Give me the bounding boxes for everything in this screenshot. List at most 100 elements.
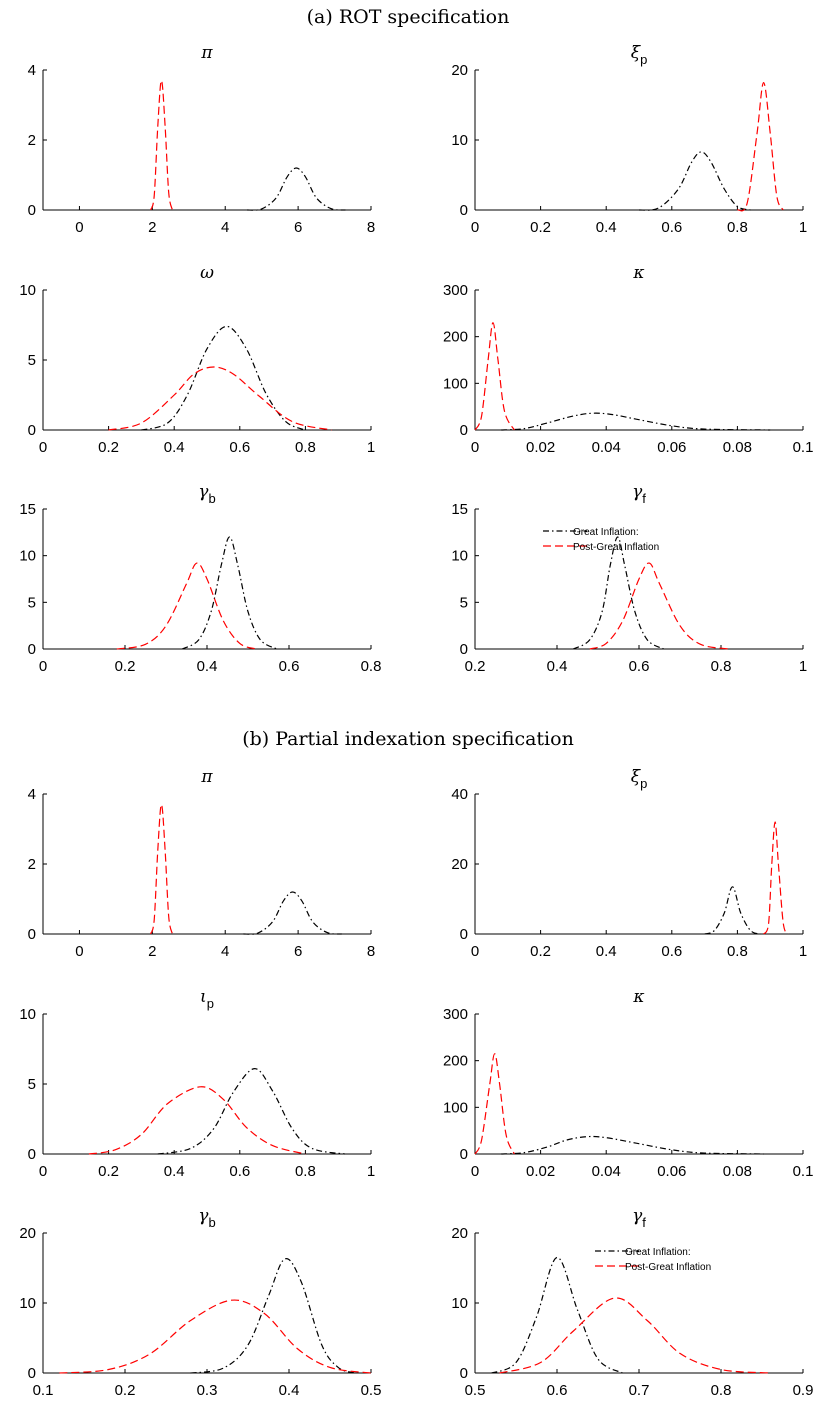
x-tick-label: 0 bbox=[471, 219, 479, 236]
x-tick-label: 0 bbox=[39, 658, 47, 675]
y-tick-label: 0 bbox=[460, 926, 468, 943]
y-tick-label: 5 bbox=[28, 594, 36, 611]
x-tick-label: 0.6 bbox=[661, 943, 682, 960]
x-tick-label: 0.4 bbox=[164, 1163, 185, 1180]
x-tick-label: 0.4 bbox=[164, 439, 185, 456]
x-tick-label: 0.1 bbox=[793, 439, 814, 456]
x-tick-label: 0.6 bbox=[279, 658, 300, 675]
y-tick-label: 20 bbox=[451, 1225, 468, 1242]
x-tick-label: 0.4 bbox=[197, 658, 218, 675]
x-tick-label: 0 bbox=[471, 1163, 479, 1180]
series-post-great-inflation bbox=[474, 322, 515, 431]
x-tick-label: 0.1 bbox=[793, 1163, 814, 1180]
x-tick-label: 0.8 bbox=[295, 439, 316, 456]
x-tick-label: 0.1 bbox=[33, 1382, 54, 1399]
y-tick-label: 5 bbox=[28, 352, 36, 369]
series-post-great-inflation bbox=[474, 1053, 515, 1155]
series-post-great-inflation bbox=[737, 81, 784, 212]
x-tick-label: 2 bbox=[148, 943, 156, 960]
panel-3: ω 0 5 10 0 0.2 0.4 0.6 0.8 1 bbox=[19, 263, 375, 456]
x-tick-label: 0.2 bbox=[115, 1382, 136, 1399]
y-tick-label: 0 bbox=[28, 641, 36, 658]
panel-title: κ bbox=[632, 987, 644, 1007]
y-tick-label: 0 bbox=[460, 202, 468, 219]
y-tick-label: 0 bbox=[460, 641, 468, 658]
x-tick-label: 0 bbox=[75, 219, 83, 236]
x-tick-label: 0.08 bbox=[723, 439, 752, 456]
y-tick-label: 20 bbox=[19, 1225, 36, 1242]
panel-7: π 0 2 4 0 2 4 6 8 bbox=[28, 767, 376, 960]
series-great-inflation bbox=[157, 1067, 345, 1155]
x-tick-label: 0.9 bbox=[793, 1382, 814, 1399]
y-tick-label: 10 bbox=[451, 1295, 468, 1312]
x-tick-label: 0.8 bbox=[711, 1382, 732, 1399]
x-tick-label: 0.2 bbox=[530, 943, 551, 960]
x-tick-label: 0.04 bbox=[592, 439, 621, 456]
series-post-great-inflation bbox=[88, 1086, 306, 1155]
y-tick-label: 300 bbox=[443, 282, 468, 299]
x-tick-label: 0.3 bbox=[197, 1382, 218, 1399]
legend: Great Inflation: Post-Great Inflation bbox=[595, 1247, 711, 1273]
y-tick-label: 5 bbox=[28, 1076, 36, 1093]
y-tick-label: 2 bbox=[28, 132, 36, 149]
panel-title: ιp bbox=[200, 987, 214, 1011]
panel-title: γb bbox=[198, 1206, 215, 1230]
y-tick-label: 200 bbox=[443, 1053, 468, 1070]
series-great-inflation bbox=[247, 167, 346, 211]
y-tick-label: 0 bbox=[28, 926, 36, 943]
x-tick-label: 0.06 bbox=[657, 1163, 686, 1180]
series-great-inflation bbox=[573, 536, 664, 650]
y-tick-label: 5 bbox=[460, 594, 468, 611]
x-tick-label: 0.02 bbox=[526, 439, 555, 456]
x-tick-label: 0.08 bbox=[723, 1163, 752, 1180]
y-tick-label: 0 bbox=[460, 1365, 468, 1382]
panel-title: γf bbox=[632, 482, 646, 506]
x-tick-label: 0.2 bbox=[465, 658, 486, 675]
x-tick-label: 2 bbox=[148, 219, 156, 236]
panel-2: ξp 0 10 20 0 0.2 0.4 0.6 0.8 1 bbox=[451, 43, 807, 236]
x-tick-label: 1 bbox=[367, 1163, 375, 1180]
x-tick-label: 8 bbox=[367, 943, 375, 960]
x-tick-label: 0.8 bbox=[711, 658, 732, 675]
x-tick-label: 1 bbox=[367, 439, 375, 456]
x-tick-label: 1 bbox=[799, 658, 807, 675]
y-tick-label: 10 bbox=[451, 548, 468, 565]
y-tick-label: 4 bbox=[28, 62, 36, 79]
x-tick-label: 4 bbox=[221, 219, 229, 236]
x-tick-label: 0.2 bbox=[98, 1163, 119, 1180]
series-great-inflation bbox=[501, 1135, 764, 1155]
section-b-title: (b) Partial indexation specification bbox=[242, 728, 574, 750]
panel-title: π bbox=[200, 43, 213, 63]
series-post-great-inflation bbox=[499, 1297, 771, 1374]
series-post-great-inflation bbox=[116, 562, 257, 650]
x-tick-label: 0 bbox=[75, 943, 83, 960]
y-tick-label: 40 bbox=[451, 786, 468, 803]
y-tick-label: 15 bbox=[451, 501, 468, 518]
x-tick-label: 0.6 bbox=[547, 1382, 568, 1399]
y-tick-label: 20 bbox=[451, 62, 468, 79]
panel-12: γf 0 10 20 0.5 0.6 0.7 0.8 0.9 Great Inflation: Po… bbox=[451, 1206, 813, 1399]
y-tick-label: 10 bbox=[19, 1295, 36, 1312]
series-great-inflation bbox=[491, 1256, 623, 1374]
x-tick-label: 0.4 bbox=[596, 219, 617, 236]
y-tick-label: 0 bbox=[460, 1146, 468, 1163]
y-tick-label: 0 bbox=[28, 1146, 36, 1163]
x-tick-label: 0.6 bbox=[661, 219, 682, 236]
panel-9: ιp 0 5 10 0 0.2 0.4 0.6 0.8 1 bbox=[19, 987, 375, 1180]
x-tick-label: 0 bbox=[471, 943, 479, 960]
series-great-inflation bbox=[638, 151, 751, 211]
y-tick-label: 200 bbox=[443, 329, 468, 346]
series-great-inflation bbox=[141, 325, 306, 431]
panel-title: ξp bbox=[631, 43, 648, 67]
section-a-title: (a) ROT specification bbox=[306, 6, 510, 28]
series-post-great-inflation bbox=[589, 562, 730, 650]
x-tick-label: 0.4 bbox=[596, 943, 617, 960]
panel-8: ξp 0 20 40 0 0.2 0.4 0.6 0.8 1 bbox=[451, 767, 807, 960]
y-tick-label: 300 bbox=[443, 1006, 468, 1023]
y-tick-label: 20 bbox=[451, 856, 468, 873]
x-tick-label: 0.5 bbox=[361, 1382, 382, 1399]
panel-title: ξp bbox=[631, 767, 648, 791]
x-tick-label: 0.2 bbox=[530, 219, 551, 236]
x-tick-label: 0.8 bbox=[727, 219, 748, 236]
